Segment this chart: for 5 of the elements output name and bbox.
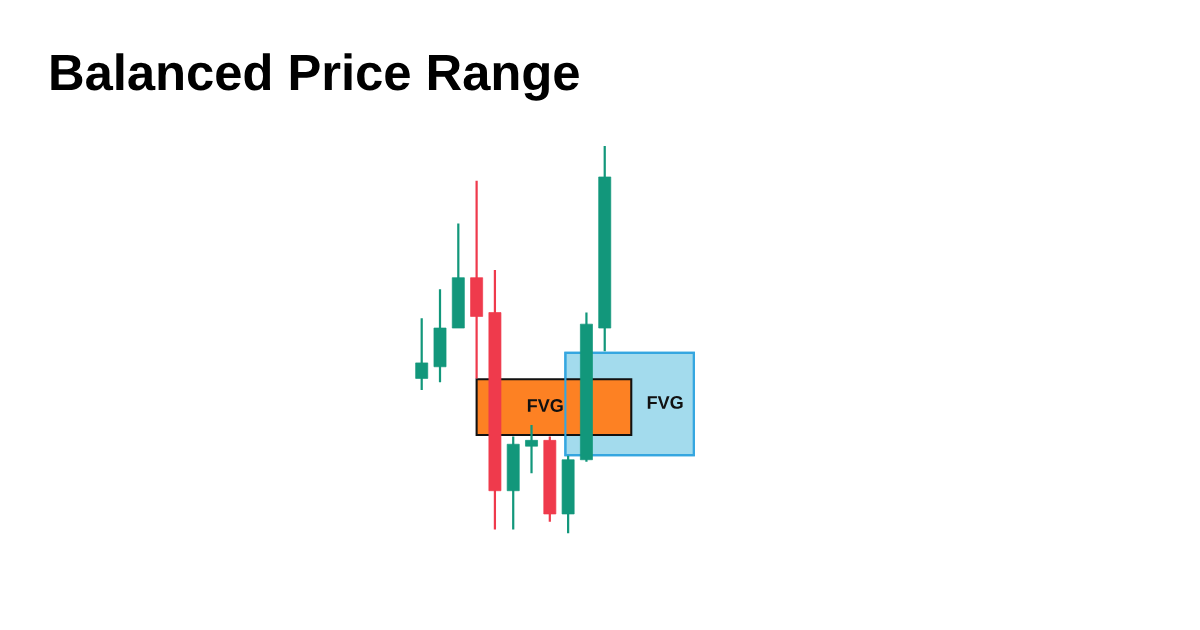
chart-title: Balanced Price Range bbox=[51, 53, 579, 101]
candlestick bbox=[525, 423, 538, 475]
candlestick bbox=[415, 317, 429, 392]
band-label: FVG bbox=[647, 396, 683, 409]
band-label: FVG bbox=[527, 399, 563, 412]
